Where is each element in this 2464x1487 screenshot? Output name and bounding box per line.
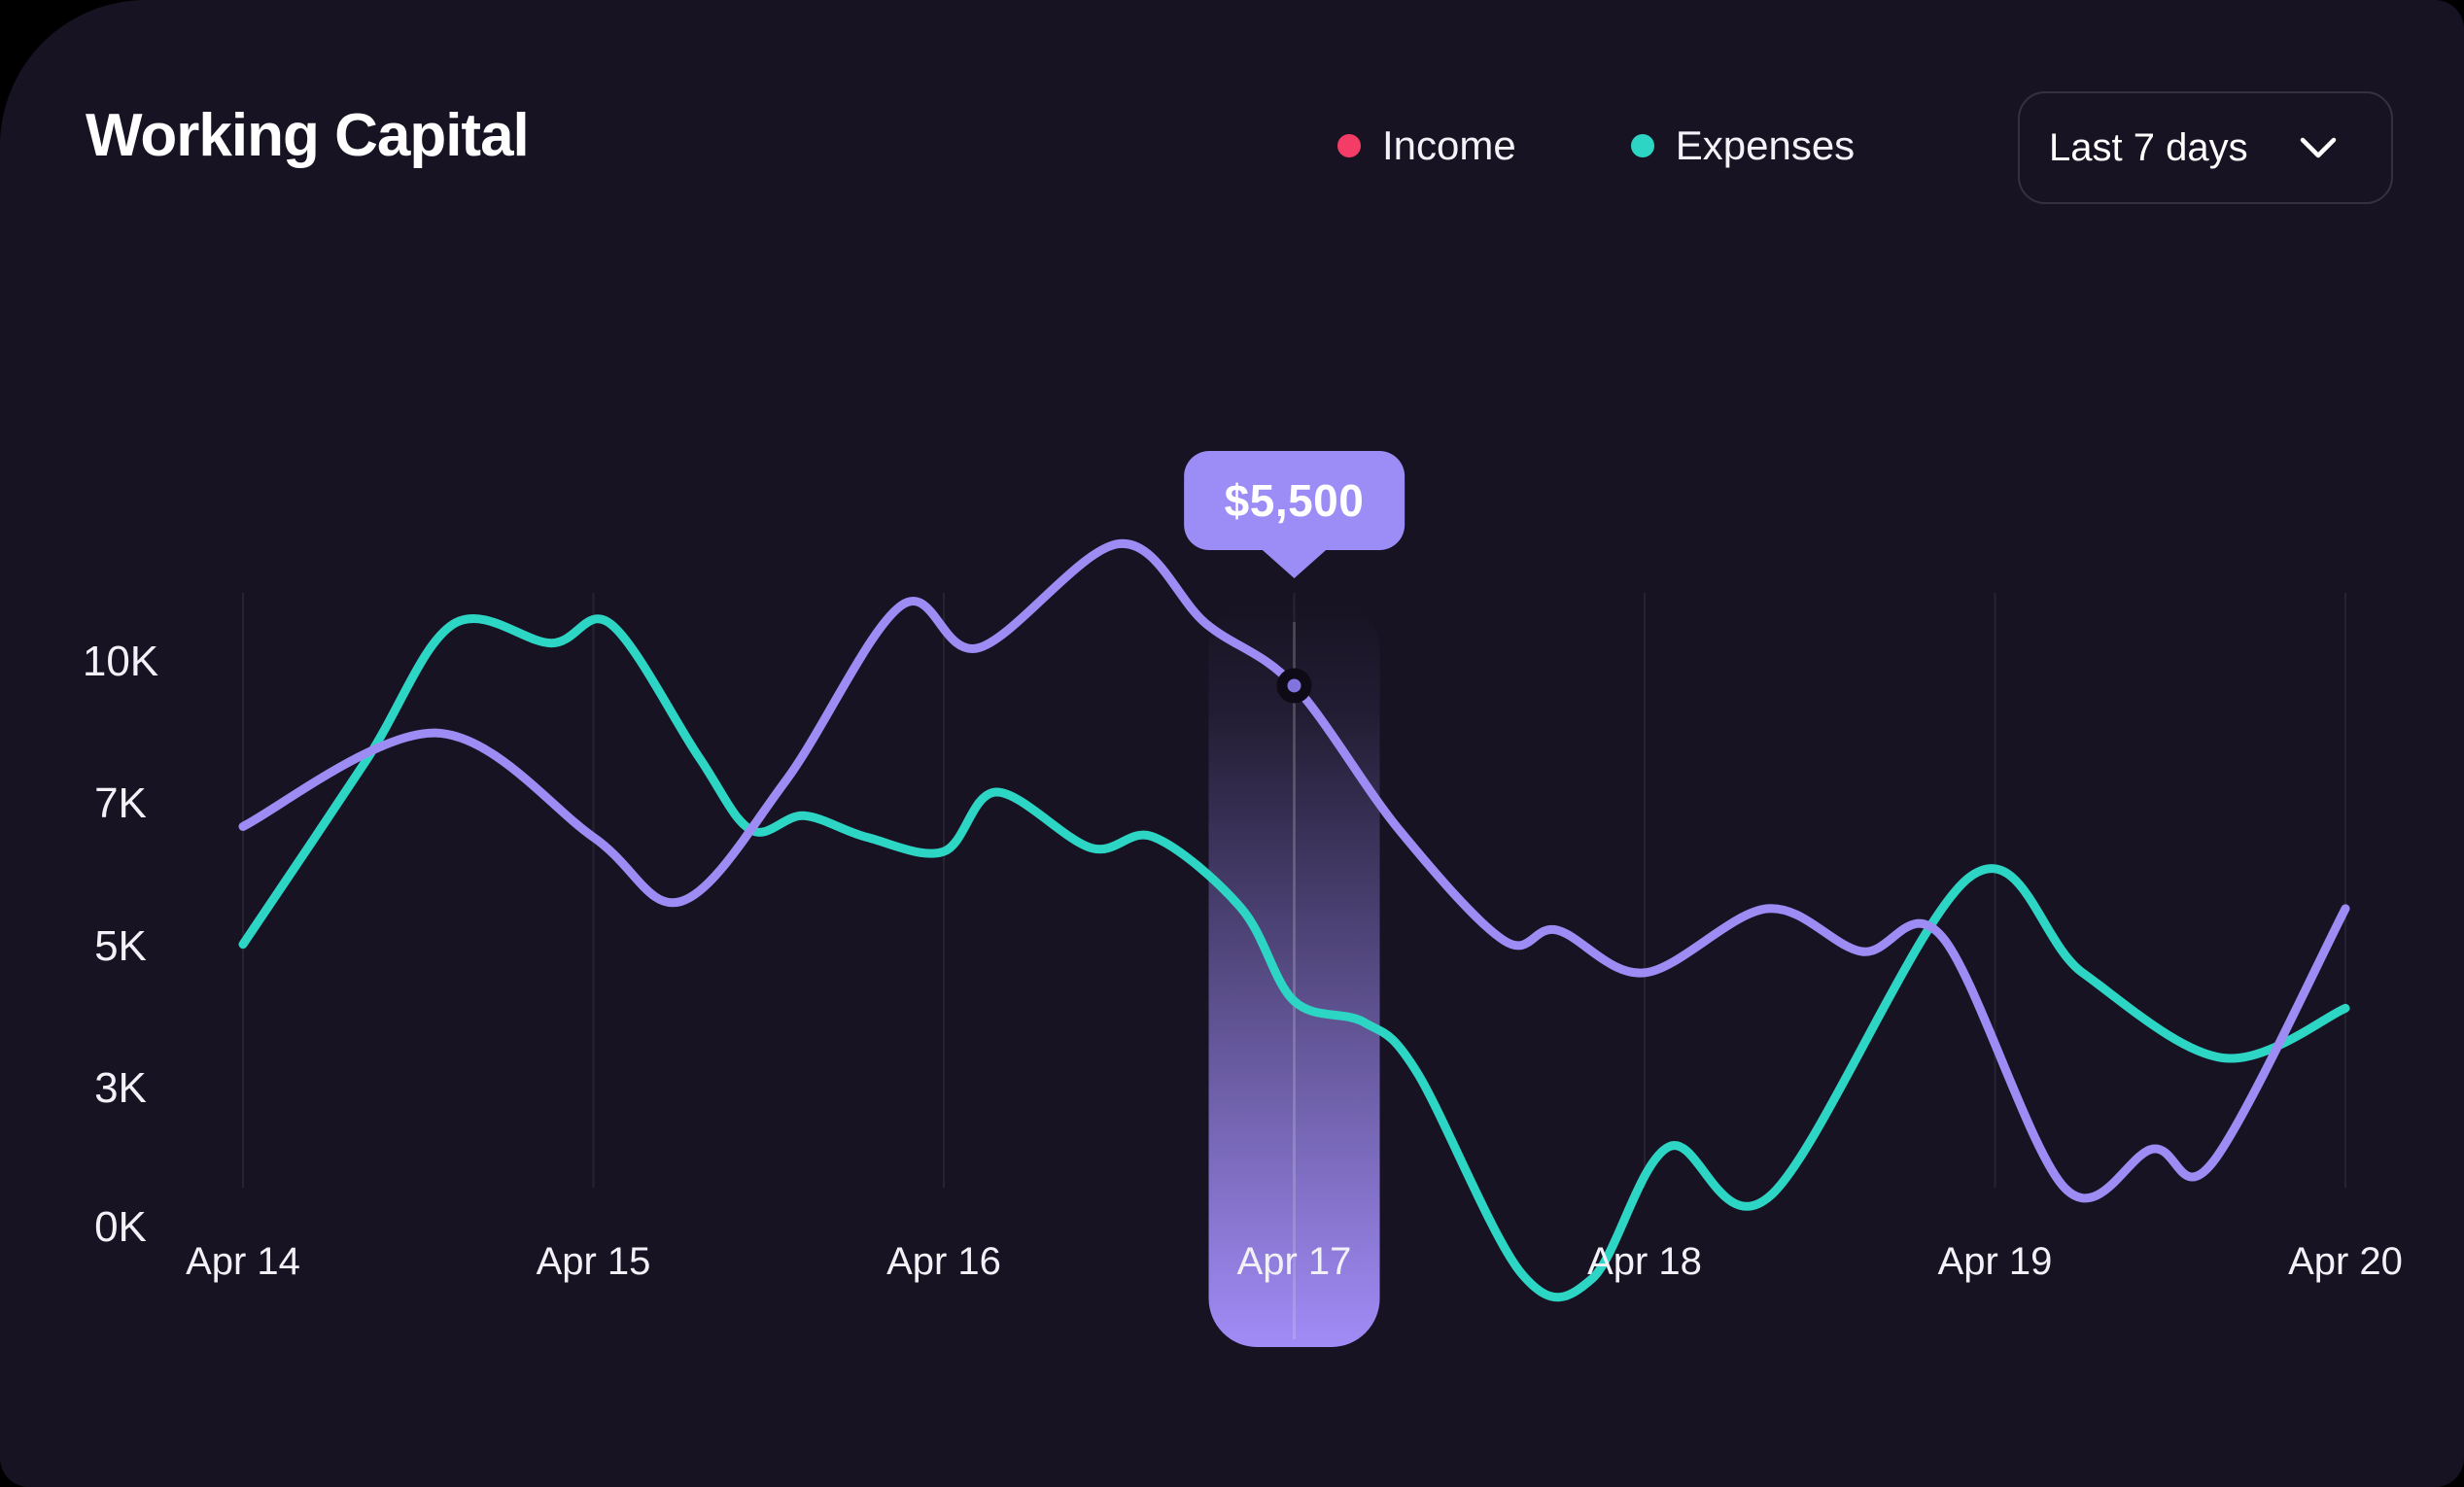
- page-title: Working Capital: [86, 102, 530, 169]
- line-expenses: [238, 614, 2350, 1302]
- date-range-dropdown[interactable]: Last 7 days: [2018, 91, 2393, 204]
- x-tick-apr-16: Apr 16: [886, 1240, 1001, 1283]
- y-tick-3k: 3K: [94, 1064, 147, 1112]
- x-tick-apr-20: Apr 20: [2288, 1240, 2403, 1283]
- chevron-down-icon: [2300, 137, 2337, 158]
- x-tick-apr-15: Apr 15: [536, 1240, 651, 1283]
- legend-label-income: Income: [1382, 122, 1516, 168]
- legend-item-income[interactable]: Income: [1337, 122, 1516, 169]
- y-tick-5k: 5K: [94, 922, 147, 970]
- y-tick-10k: 10K: [82, 638, 159, 685]
- x-tick-apr-14: Apr 14: [186, 1240, 300, 1283]
- tooltip-value: $5,500: [1224, 475, 1365, 526]
- x-tick-apr-18: Apr 18: [1587, 1240, 1702, 1283]
- y-tick-7k: 7K: [94, 779, 147, 827]
- highlight-band: [1208, 601, 1380, 1347]
- legend-label-expenses: Expenses: [1675, 122, 1856, 168]
- expenses-dot-icon: [1630, 134, 1654, 157]
- line-income: [238, 538, 2350, 1203]
- tooltip: $5,500: [1183, 451, 1406, 578]
- legend: Income Expenses: [1337, 122, 1855, 169]
- legend-item-expenses[interactable]: Expenses: [1630, 122, 1856, 169]
- x-tick-apr-19: Apr 19: [1937, 1240, 2053, 1283]
- highlight-marker: [1276, 668, 1312, 704]
- y-tick-0k: 0K: [94, 1203, 147, 1251]
- income-dot-icon: [1337, 134, 1361, 157]
- date-range-label: Last 7 days: [2049, 125, 2248, 169]
- x-tick-apr-17: Apr 17: [1236, 1240, 1352, 1283]
